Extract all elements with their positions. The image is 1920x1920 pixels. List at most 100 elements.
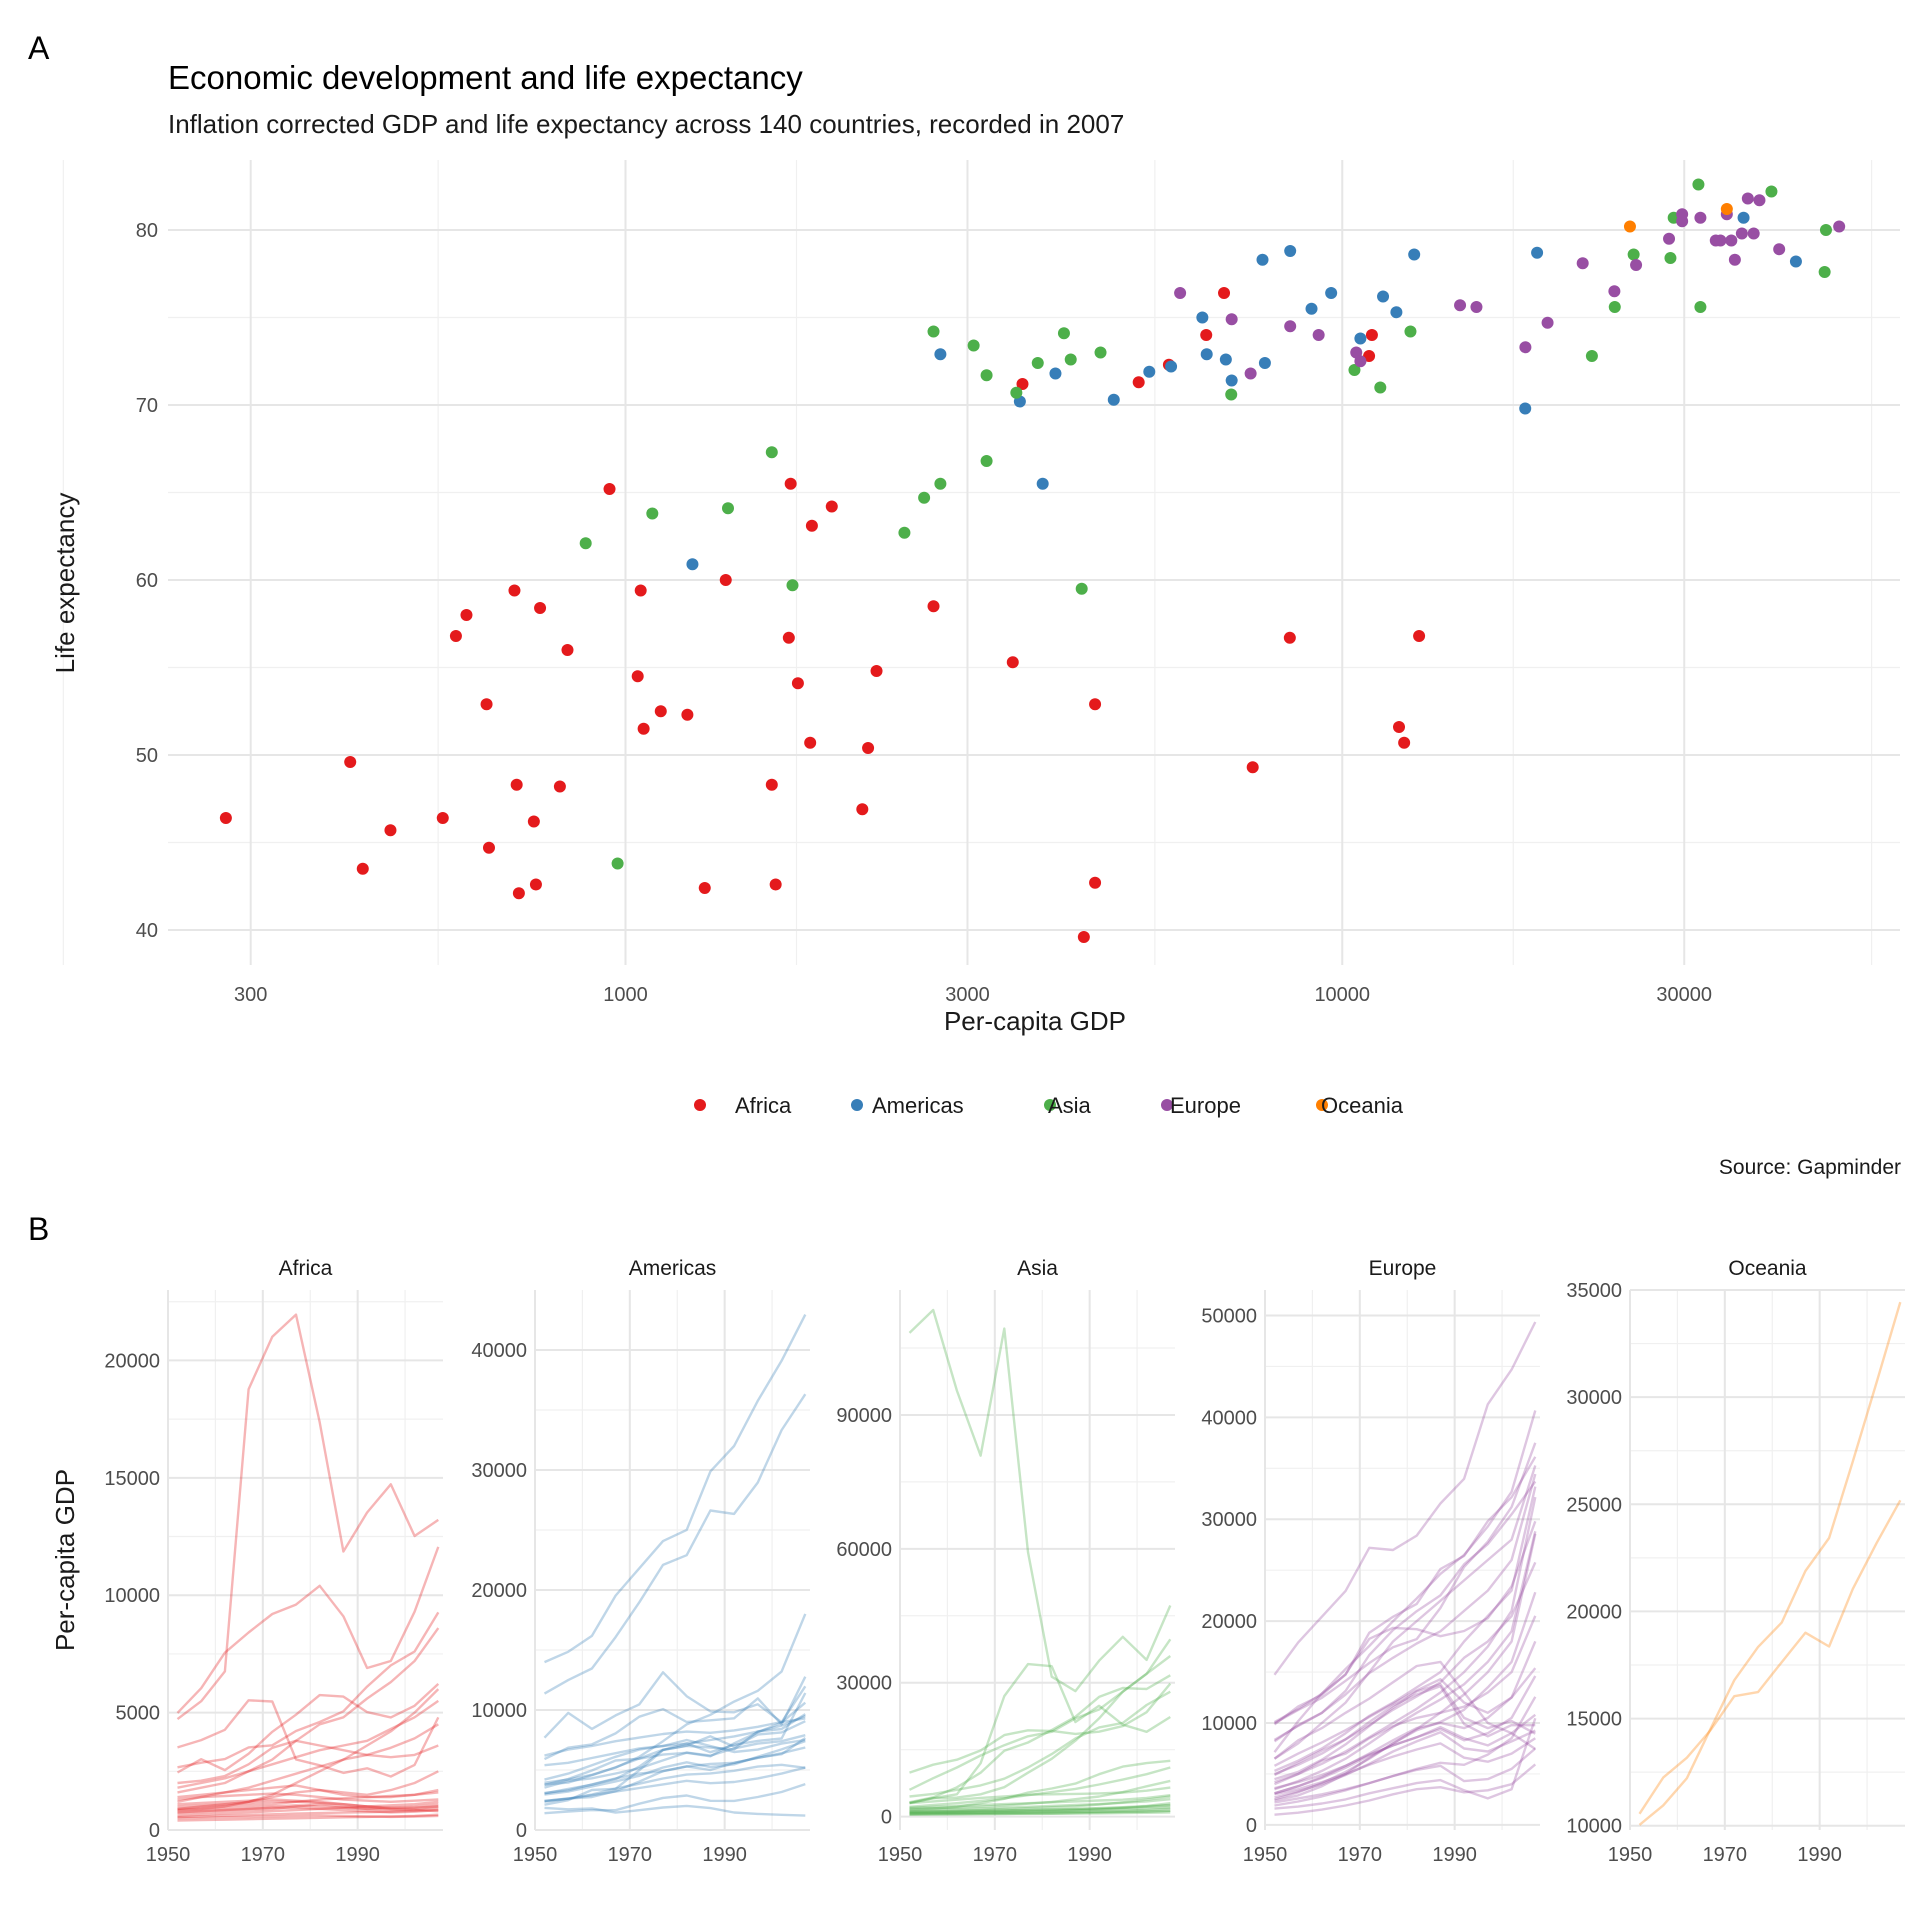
data-point-americas (1284, 245, 1297, 257)
data-point-asia (1348, 364, 1361, 376)
series-line-africa (177, 1798, 439, 1813)
data-point-americas (1305, 302, 1318, 315)
y-tick-label: 70 (136, 395, 158, 417)
data-point-europe (1244, 367, 1257, 380)
data-point-africa (805, 519, 818, 532)
data-point-africa (1398, 736, 1411, 749)
data-point-asia (1765, 185, 1778, 198)
series-line-europe (1273, 1442, 1537, 1725)
y-tick-label: 10000 (1566, 1816, 1622, 1838)
data-point-asia (786, 579, 799, 592)
legend-label-oceania: Oceania (1321, 1093, 1404, 1118)
data-point-europe (1225, 313, 1238, 326)
x-tick-label: 1990 (335, 1844, 380, 1866)
series-line-europe (1274, 1713, 1537, 1790)
x-tick-label: 30000 (1656, 984, 1712, 1006)
y-tick-label: 5000 (116, 1703, 161, 1725)
scatter-grid (62, 160, 1900, 965)
series-line-asia (909, 1779, 1171, 1810)
data-point-americas (1531, 246, 1544, 259)
series-line-africa (177, 1803, 439, 1815)
data-point-americas (1200, 348, 1213, 361)
legend-label-americas: Americas (872, 1093, 964, 1118)
facet-title-americas: Americas (629, 1257, 717, 1280)
series-line-europe (1274, 1763, 1537, 1816)
data-point-americas (1377, 290, 1390, 303)
data-point-americas (1390, 306, 1403, 319)
x-tick-label: 1970 (241, 1844, 286, 1866)
series-line-europe (1274, 1683, 1536, 1781)
data-point-europe (1663, 232, 1676, 245)
data-point-africa (856, 803, 869, 816)
x-tick-label: 1990 (1797, 1844, 1842, 1866)
series-line-africa (177, 1784, 439, 1799)
data-point-africa (791, 677, 804, 690)
facet-panel-americas: Americas 1950 1970 1990 0 10000 20000 30000 4000… (471, 1257, 810, 1866)
facet-panel-asia: Asia 1950 1970 1990 0 30000 60000 90000 (836, 1257, 1175, 1866)
data-point-europe (1773, 243, 1786, 256)
data-point-africa (870, 665, 883, 677)
data-point-asia (765, 446, 778, 459)
series-line-oceania (1638, 1301, 1902, 1826)
data-point-asia (1819, 224, 1832, 236)
series-line-africa (177, 1699, 439, 1789)
series-line-americas (544, 1713, 806, 1786)
series-line-asia (909, 1798, 1171, 1812)
data-point-oceania (1623, 220, 1636, 233)
series-line-americas (544, 1692, 807, 1795)
series-line-americas (544, 1804, 806, 1817)
x-tick-label: 1000 (603, 984, 648, 1006)
y-tick-label: 15000 (104, 1468, 160, 1490)
series-line-americas (544, 1766, 806, 1803)
data-point-americas (1256, 253, 1269, 266)
data-point-africa (482, 841, 495, 854)
data-point-asia (918, 491, 931, 504)
data-point-africa (927, 600, 940, 613)
data-point-americas (1107, 393, 1120, 406)
data-point-africa (1016, 378, 1029, 390)
data-point-asia (1057, 327, 1070, 340)
facet-title-africa: Africa (279, 1257, 333, 1280)
series-line-europe (1274, 1486, 1537, 1773)
y-tick-label: 40000 (1201, 1407, 1257, 1429)
series-line-europe (1274, 1591, 1537, 1802)
data-point-europe (1608, 285, 1621, 298)
data-point-europe (1728, 253, 1741, 266)
data-point-europe (1541, 316, 1554, 329)
x-tick-label: 10000 (1314, 984, 1370, 1006)
y-tick-label: 0 (516, 1820, 527, 1842)
legend-key-europe (1161, 1099, 1173, 1111)
data-point-africa (698, 882, 711, 894)
x-tick-label: 1970 (973, 1844, 1018, 1866)
data-point-asia (646, 507, 659, 520)
data-point-americas (1258, 357, 1271, 369)
data-point-africa (1089, 876, 1102, 889)
series-line-europe (1273, 1480, 1537, 1741)
data-point-africa (1283, 631, 1296, 644)
x-tick-label: 1950 (513, 1844, 558, 1866)
panel-a-tag: A (28, 30, 50, 66)
data-point-europe (1312, 329, 1325, 341)
series-line-asia (909, 1806, 1171, 1814)
series-line-americas (543, 1671, 807, 1739)
series-line-asia (909, 1804, 1171, 1813)
series-line-africa (177, 1807, 439, 1819)
series-line-europe (1274, 1696, 1537, 1807)
series-line-asia (909, 1809, 1171, 1816)
x-tick-label: 1970 (1338, 1844, 1383, 1866)
series-line-asia (909, 1809, 1171, 1815)
series-line-asia (909, 1795, 1171, 1813)
x-tick-label: 300 (234, 984, 267, 1006)
series-line-asia (909, 1811, 1171, 1816)
series-line-americas (544, 1701, 807, 1787)
y-tick-label: 40000 (471, 1340, 527, 1362)
series-line-europe (1274, 1729, 1536, 1799)
data-point-americas (1049, 367, 1062, 380)
data-point-asia (1818, 266, 1831, 278)
x-tick-label: 1990 (1432, 1844, 1477, 1866)
data-point-asia (1010, 386, 1023, 399)
series-line-asia (909, 1803, 1171, 1815)
y-tick-label: 50000 (1201, 1305, 1257, 1327)
series-line-asia (909, 1766, 1171, 1808)
y-tick-label: 10000 (1201, 1713, 1257, 1735)
